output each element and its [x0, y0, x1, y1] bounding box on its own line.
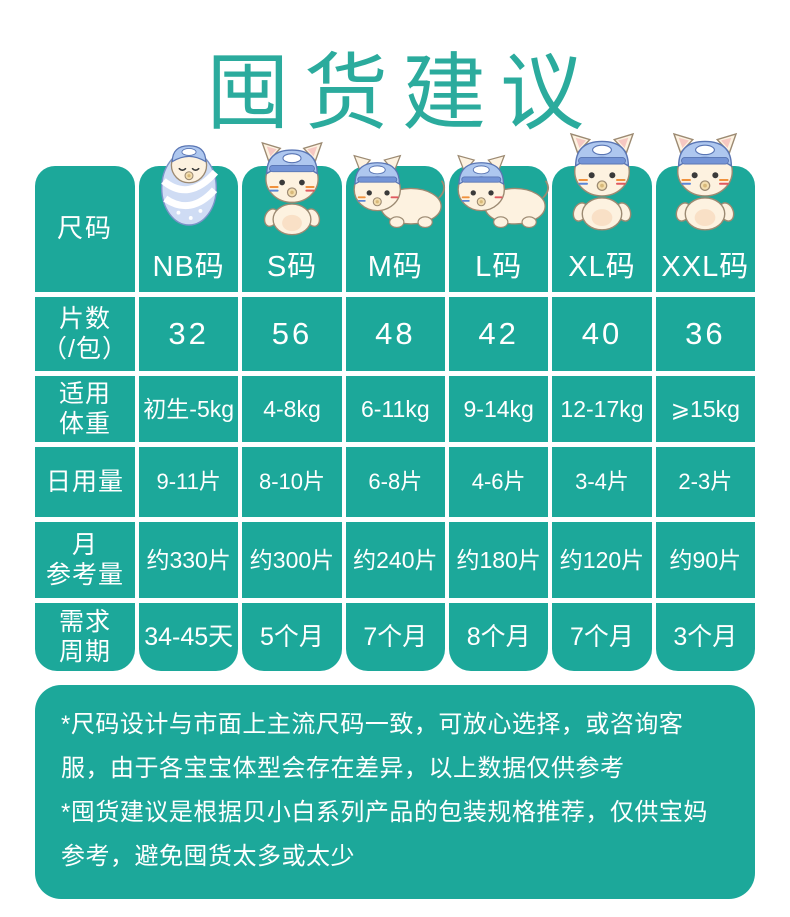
- table-cell: 32: [139, 297, 239, 371]
- size-label: S码: [266, 250, 318, 283]
- standing-kitten-icon: [555, 126, 649, 234]
- size-column-header-m: M码: [345, 166, 445, 292]
- cheering-kitten-icon: [658, 126, 752, 234]
- table-cell: 40: [552, 297, 652, 371]
- size-label: M码: [367, 250, 423, 283]
- row-label-pieces-per-pack: 片数 （/包）: [35, 297, 135, 371]
- table-cell: 约240片: [345, 522, 445, 598]
- size-column-header-xl: XL码: [552, 166, 652, 292]
- table-cell: 36: [655, 297, 755, 371]
- size-column-header-nb: NB码: [139, 166, 239, 292]
- size-column-header-l: L码: [449, 166, 548, 292]
- swaddled-newborn-kitten-icon: [145, 130, 233, 232]
- size-label: L码: [475, 250, 523, 283]
- table-cell: 约180片: [449, 522, 549, 598]
- table-cell: 5个月: [242, 603, 342, 671]
- table-cell: 约330片: [139, 522, 239, 598]
- crawling-kitten-icon: [444, 150, 554, 234]
- table-cell: 56: [242, 297, 342, 371]
- table-cell: 7个月: [345, 603, 445, 671]
- footnote-text: *囤货建议是根据贝小白系列产品的包装规格推荐，仅供宝妈参考，避免囤货太多或太少: [61, 799, 708, 870]
- table-cell: 约300片: [242, 522, 342, 598]
- size-table: 尺码 NB码 S码 M码 L码 XL码 XXL码 片数 （/包）: [35, 166, 755, 671]
- size-column-header-xxl: XXL码: [655, 166, 755, 292]
- table-cell: 42: [449, 297, 549, 371]
- table-cell: 2-3片: [655, 447, 755, 517]
- table-cell: 4-6片: [449, 447, 549, 517]
- row-label-demand-cycle: 需求 周期: [35, 603, 135, 671]
- sitting-kitten-icon: [247, 136, 337, 238]
- table-cell: 6-11kg: [345, 376, 445, 442]
- table-cell: 初生-5kg: [139, 376, 239, 442]
- page-title: 囤货建议: [205, 46, 598, 140]
- size-label: XL码: [568, 250, 636, 283]
- table-cell: 34-45天: [139, 603, 239, 671]
- table-cell: ⩾15kg: [655, 376, 755, 442]
- size-column-header-s: S码: [242, 166, 342, 292]
- footnote-text: *尺码设计与市面上主流尺码一致，可放心选择，或咨询客服，由于各宝宝体型会存在差异…: [61, 711, 684, 782]
- table-cell: 3-4片: [552, 447, 652, 517]
- table-cell: 约120片: [552, 522, 652, 598]
- table-cell: 8个月: [449, 603, 549, 671]
- crawling-kitten-icon: [340, 150, 450, 234]
- size-label: NB码: [152, 250, 225, 283]
- size-row-label: 尺码: [35, 166, 135, 292]
- table-cell: 6-8片: [345, 447, 445, 517]
- table-cell: 48: [345, 297, 445, 371]
- footnote-box: *尺码设计与市面上主流尺码一致，可放心选择，或咨询客服，由于各宝宝体型会存在差异…: [35, 685, 755, 899]
- table-cell: 3个月: [655, 603, 755, 671]
- row-label-daily-usage: 日用量: [35, 447, 135, 517]
- table-cell: 12-17kg: [552, 376, 652, 442]
- table-cell: 9-11片: [139, 447, 239, 517]
- size-label: XXL码: [661, 250, 750, 283]
- table-cell: 约90片: [655, 522, 755, 598]
- table-cell: 8-10片: [242, 447, 342, 517]
- row-label-monthly-reference: 月 参考量: [35, 522, 135, 598]
- row-label-weight-range: 适用 体重: [35, 376, 135, 442]
- table-cell: 9-14kg: [449, 376, 549, 442]
- table-cell: 4-8kg: [242, 376, 342, 442]
- table-cell: 7个月: [552, 603, 652, 671]
